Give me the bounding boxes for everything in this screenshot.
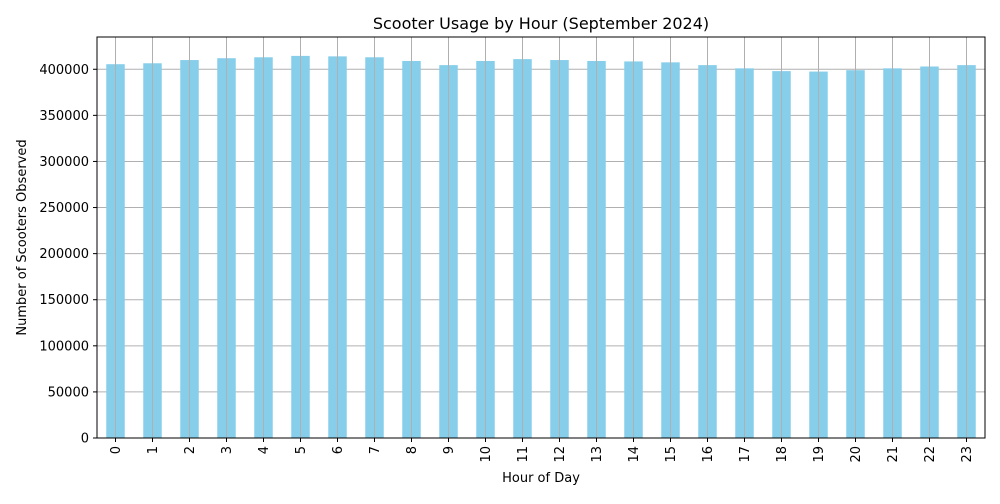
x-tick-label: 4 (257, 446, 272, 454)
x-tick-label: 11 (516, 446, 531, 463)
chart-title: Scooter Usage by Hour (September 2024) (373, 14, 709, 33)
y-axis-ticks: 0 50000 100000 150000 200000 250000 300000 3500… (39, 63, 97, 447)
x-tick-label: 2 (183, 446, 198, 454)
x-tick-label: 0 (109, 446, 124, 454)
x-tick-label: 8 (405, 446, 420, 454)
y-tick-label: 400000 (39, 63, 89, 78)
y-tick-label: 100000 (39, 339, 89, 354)
x-tick-label: 20 (849, 446, 864, 463)
x-tick-label: 22 (923, 446, 938, 463)
x-tick-label: 6 (331, 446, 346, 454)
x-tick-label: 17 (738, 446, 753, 463)
x-tick-label: 21 (886, 446, 901, 463)
x-tick-label: 3 (220, 446, 235, 454)
y-tick-label: 300000 (39, 155, 89, 170)
x-tick-label: 18 (775, 446, 790, 463)
x-tick-label: 15 (664, 446, 679, 463)
x-tick-label: 1 (146, 446, 161, 454)
x-tick-label: 13 (590, 446, 605, 463)
x-tick-label: 9 (442, 446, 457, 454)
grid-layer (97, 68, 985, 439)
y-tick-label: 150000 (39, 293, 89, 308)
x-tick-label: 16 (701, 446, 716, 463)
x-tick-label: 7 (368, 446, 383, 454)
x-tick-label: 10 (479, 446, 494, 463)
y-tick-label: 200000 (39, 247, 89, 262)
y-axis-label: Number of Scooters Observed (15, 139, 30, 335)
x-tick-label: 12 (553, 446, 568, 463)
y-tick-label: 0 (81, 432, 89, 447)
y-tick-label: 250000 (39, 201, 89, 216)
x-tick-label: 19 (812, 446, 827, 463)
y-tick-label: 350000 (39, 109, 89, 124)
x-axis-ticks: 0 1 2 3 4 5 6 7 8 9 10 11 12 13 14 15 16 17 18 19 20 21 22 23 (109, 438, 975, 463)
x-tick-label: 14 (627, 446, 642, 463)
x-tick-label: 23 (960, 446, 975, 463)
y-tick-label: 50000 (48, 385, 89, 400)
bars-layer (106, 55, 976, 439)
x-axis-label: Hour of Day (502, 471, 580, 486)
grid-front-layer (115, 37, 967, 438)
x-tick-label: 5 (294, 446, 309, 454)
plot-frame (96, 36, 986, 439)
